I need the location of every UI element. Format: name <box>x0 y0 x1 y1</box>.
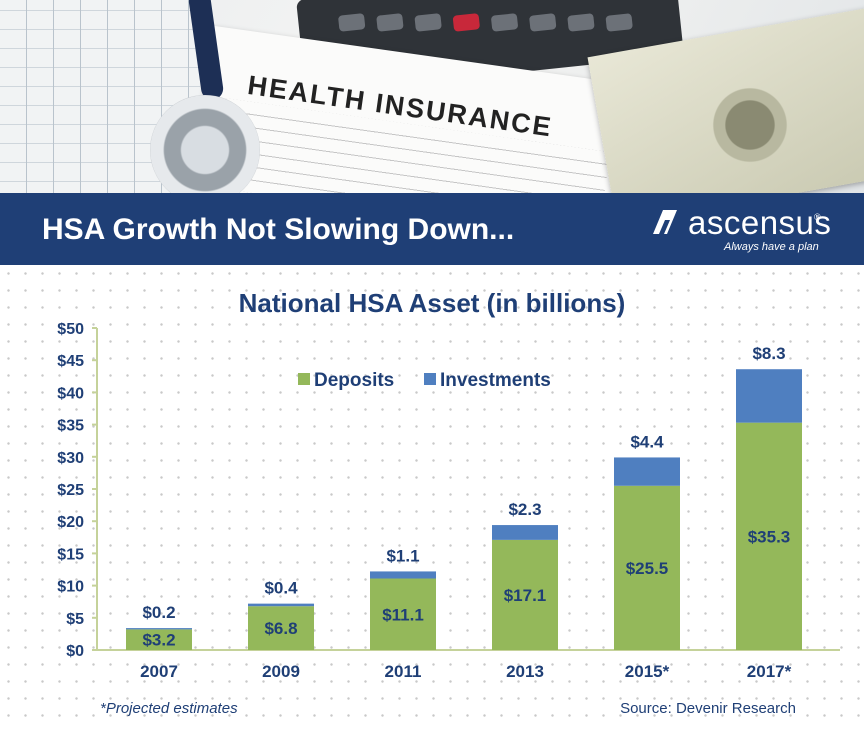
x-tick-label: 2011 <box>385 662 422 681</box>
data-label-investments: $4.4 <box>630 432 664 451</box>
bar-investments <box>370 571 436 579</box>
data-label-deposits: $35.3 <box>748 527 791 546</box>
bar-deposits <box>736 422 802 650</box>
banner-title: HSA Growth Not Slowing Down... <box>42 213 515 246</box>
legend-swatch <box>298 373 310 385</box>
bill-portrait <box>710 80 790 170</box>
registered-mark: ® <box>814 212 821 222</box>
bar-deposits <box>614 485 680 650</box>
brand-tagline: Always have a plan <box>724 241 819 253</box>
data-label-deposits: $25.5 <box>626 559 669 578</box>
footnote: *Projected estimates <box>100 700 238 717</box>
source-note: Source: Devenir Research <box>620 700 796 717</box>
x-tick-label: 2013 <box>506 662 544 681</box>
data-label-investments: $1.1 <box>386 546 419 565</box>
x-tick-label: 2009 <box>262 662 300 681</box>
data-label-deposits: $11.1 <box>382 605 424 624</box>
data-label-deposits: $17.1 <box>504 586 547 605</box>
data-label-deposits: $3.2 <box>142 631 175 650</box>
chart-background <box>0 265 864 730</box>
bar-deposits <box>248 606 314 650</box>
stethoscope-icon <box>150 95 260 205</box>
y-tick-label: $0 <box>66 643 84 660</box>
title-banner <box>0 193 864 265</box>
y-tick-label: $5 <box>66 611 84 628</box>
bar-investments <box>736 369 802 423</box>
legend-label: Investments <box>440 370 551 391</box>
y-tick-label: $25 <box>57 482 84 499</box>
ascensus-logo-icon <box>653 210 677 234</box>
data-label-deposits: $6.8 <box>264 619 297 638</box>
y-tick-label: $35 <box>57 418 84 435</box>
brand-name: ascensus <box>688 204 832 241</box>
data-label-investments: $2.3 <box>508 500 541 519</box>
y-tick-label: $50 <box>57 321 84 338</box>
bar-investments <box>248 603 314 607</box>
bar-deposits <box>370 578 436 650</box>
y-tick-label: $15 <box>57 546 84 563</box>
data-label-investments: $8.3 <box>752 344 785 363</box>
data-label-investments: $0.2 <box>142 603 175 622</box>
y-tick-label: $30 <box>57 450 84 467</box>
bar-investments <box>126 628 192 630</box>
y-tick-label: $10 <box>57 579 84 596</box>
bar-deposits <box>492 539 558 650</box>
legend-label: Deposits <box>314 370 394 391</box>
bar-investments <box>614 457 680 486</box>
x-tick-label: 2007 <box>140 662 178 681</box>
bar-investments <box>492 525 558 540</box>
y-tick-label: $45 <box>57 353 84 370</box>
x-tick-label: 2017* <box>747 662 792 681</box>
y-tick-label: $20 <box>57 514 84 531</box>
legend-swatch <box>424 373 436 385</box>
x-tick-label: 2015* <box>625 662 670 681</box>
data-label-investments: $0.4 <box>264 579 298 598</box>
chart-title: National HSA Asset (in billions) <box>238 288 626 318</box>
y-tick-label: $40 <box>57 385 84 402</box>
bar-deposits <box>126 629 192 650</box>
